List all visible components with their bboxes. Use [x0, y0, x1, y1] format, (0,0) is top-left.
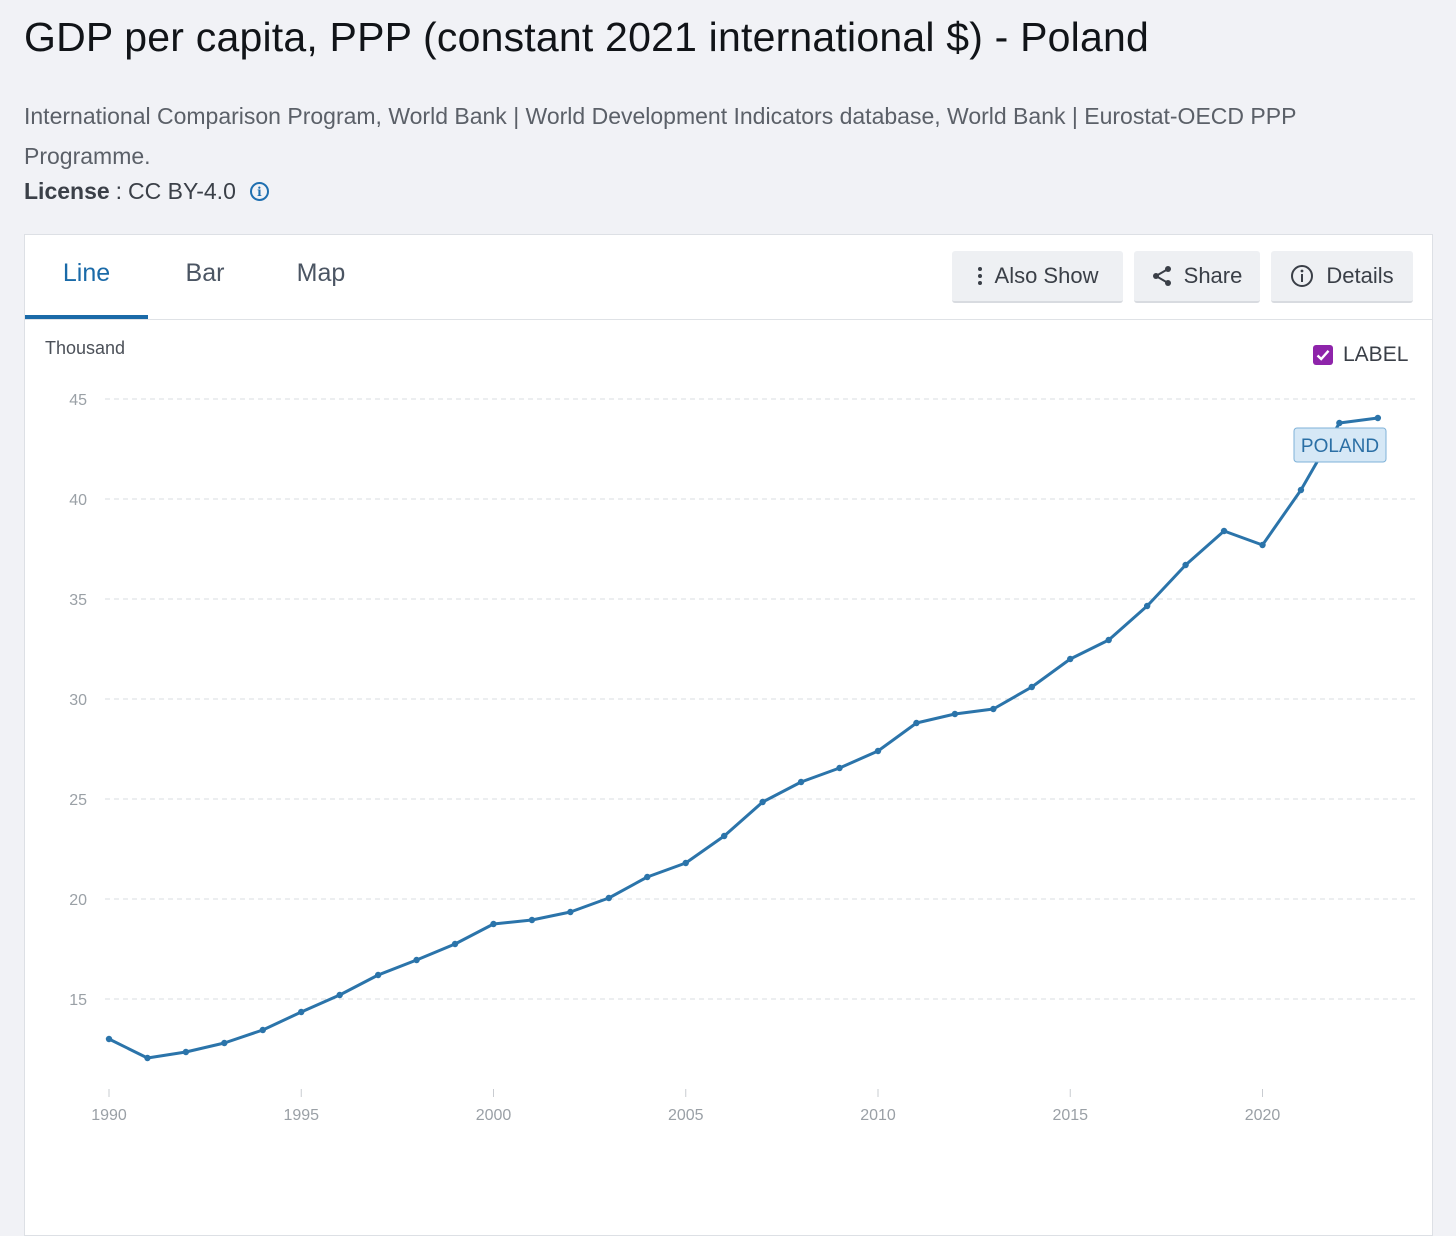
license-label: License	[24, 178, 110, 204]
data-point[interactable]	[1336, 419, 1343, 427]
y-tick-label: 35	[69, 592, 87, 609]
data-point[interactable]	[1067, 655, 1074, 663]
line-chart: Thousand 15 20 25 30 35 40 45 1990 1995 2000 2005 20…	[45, 338, 1417, 1124]
data-point[interactable]	[182, 1048, 190, 1056]
series-label-box	[1293, 427, 1387, 463]
data-point[interactable]	[144, 1054, 151, 1062]
also-show-label: Also Show	[994, 263, 1099, 288]
data-point[interactable]	[451, 940, 459, 948]
data-point[interactable]	[1182, 561, 1189, 569]
data-point[interactable]	[1374, 414, 1382, 422]
source-text: International Comparison Program, World …	[24, 103, 1296, 169]
more-vertical-icon	[977, 266, 983, 286]
data-point[interactable]	[528, 916, 536, 924]
x-tick-label: 2005	[668, 1107, 704, 1124]
share-icon	[1152, 265, 1172, 287]
data-point[interactable]	[721, 832, 728, 840]
tab-bar-chart[interactable]: Bar	[185, 259, 225, 287]
info-icon[interactable]: i	[249, 182, 269, 201]
license-value: CC BY-4.0	[128, 178, 236, 204]
data-point[interactable]	[913, 719, 920, 727]
y-axis-label: Thousand	[45, 338, 125, 358]
y-tick-label: 25	[69, 792, 87, 809]
label-toggle-text: LABEL	[1343, 343, 1409, 366]
data-point[interactable]	[1297, 486, 1305, 494]
data-point[interactable]	[1143, 602, 1151, 610]
y-tick-label: 15	[69, 992, 87, 1009]
data-point[interactable]	[259, 1026, 266, 1034]
label-toggle[interactable]: LABEL	[1313, 343, 1408, 367]
checkbox-checked-icon[interactable]	[1313, 345, 1333, 365]
data-point[interactable]	[105, 1035, 113, 1043]
data-point[interactable]	[797, 778, 805, 786]
data-point[interactable]	[836, 764, 843, 772]
page-title: GDP per capita, PPP (constant 2021 inter…	[24, 14, 1149, 60]
data-point[interactable]	[1105, 636, 1112, 644]
data-point[interactable]	[413, 956, 420, 964]
license-separator: :	[115, 178, 123, 204]
y-tick-label: 45	[69, 392, 87, 409]
license-row: License : CC BY-4.0 i	[24, 178, 269, 205]
chart-card: Line Bar Map Also Show Share Details LAB…	[24, 234, 1433, 1236]
data-point[interactable]	[298, 1008, 305, 1016]
active-tab-indicator	[25, 315, 148, 319]
x-tick-label: 2010	[860, 1107, 896, 1124]
x-tick-label: 2015	[1052, 1107, 1088, 1124]
x-tick-label: 2000	[476, 1107, 512, 1124]
series-line	[108, 416, 1379, 1060]
tab-line[interactable]: Line	[62, 259, 111, 287]
data-point[interactable]	[990, 705, 997, 713]
tab-map[interactable]: Map	[296, 259, 346, 287]
tab-bar: Line Bar Map Also Show Share Details	[25, 235, 1432, 320]
info-circle-icon	[1290, 264, 1314, 288]
data-point[interactable]	[605, 894, 613, 902]
data-point[interactable]	[1259, 541, 1266, 549]
x-tick-label: 1990	[91, 1107, 127, 1124]
y-tick-label: 30	[69, 692, 87, 709]
details-label: Details	[1326, 263, 1394, 288]
series-label: POLAND	[1301, 436, 1379, 457]
also-show-button[interactable]: Also Show	[952, 251, 1123, 303]
details-button[interactable]: Details	[1271, 251, 1413, 303]
data-point[interactable]	[374, 971, 382, 979]
data-point[interactable]	[336, 991, 343, 999]
data-point[interactable]	[1028, 683, 1035, 691]
data-point[interactable]	[644, 873, 651, 881]
x-tick-label: 1995	[283, 1107, 319, 1124]
data-point[interactable]	[567, 908, 574, 916]
data-point[interactable]	[951, 710, 959, 718]
data-point[interactable]	[759, 798, 766, 806]
data-point[interactable]	[1220, 527, 1228, 535]
data-point[interactable]	[221, 1039, 228, 1047]
y-tick-label: 40	[69, 492, 87, 509]
share-label: Share	[1183, 263, 1243, 288]
x-tick-label: 2020	[1245, 1107, 1281, 1124]
data-point[interactable]	[490, 920, 497, 928]
y-tick-label: 20	[69, 892, 87, 909]
data-point[interactable]	[874, 747, 882, 755]
share-button[interactable]: Share	[1134, 251, 1260, 303]
data-point[interactable]	[682, 859, 689, 867]
